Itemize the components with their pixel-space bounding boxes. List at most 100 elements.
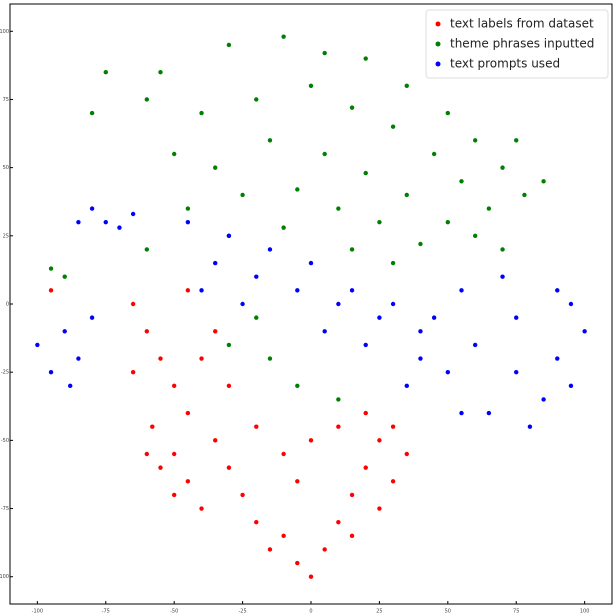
point [349,288,355,293]
point [103,219,108,225]
y-tick-label: 100 [0,29,9,35]
point [62,329,67,334]
point [363,170,368,176]
point [240,492,245,498]
point [349,492,355,498]
point [377,506,382,511]
point [185,479,191,484]
point [418,329,423,334]
point [418,241,423,247]
point [568,301,574,307]
point [254,97,259,102]
point [213,329,218,334]
point [322,50,327,56]
point [404,83,409,89]
point [213,438,218,443]
legend-label: text labels from dataset [450,17,594,31]
point [514,369,519,375]
point [199,288,204,293]
point [527,424,533,429]
point [226,383,232,389]
point [76,356,81,361]
point [281,34,286,39]
point [130,369,136,375]
point [158,356,163,361]
point [377,219,382,225]
point [390,124,396,129]
point [185,288,191,293]
point [459,179,464,184]
point [363,410,368,416]
point [363,342,368,348]
point [144,247,150,252]
point [240,192,245,198]
point [171,151,177,157]
point [568,383,574,389]
point [390,424,396,429]
point [281,451,286,457]
legend-marker [435,21,441,27]
point [500,274,505,279]
point [199,110,204,116]
point [144,329,150,334]
point [363,56,368,61]
point [199,356,204,361]
point [267,547,273,552]
point [62,274,67,279]
point [541,397,546,402]
point [459,410,464,416]
point [171,451,177,457]
point [254,315,259,320]
point [349,247,355,252]
point [158,465,163,470]
y-tick-label: 25 [3,233,9,239]
point [48,266,54,271]
point [35,342,40,348]
point [555,356,560,361]
point [226,342,232,348]
point [486,410,492,416]
point [185,219,191,225]
point [281,533,286,539]
point [295,383,300,389]
point [158,69,163,75]
point [555,288,560,293]
x-tick-label: 25 [376,609,382,615]
point [445,110,451,116]
point [199,506,204,511]
point [295,187,300,192]
point [349,105,355,110]
point [377,315,382,320]
point [150,424,155,429]
point [514,138,519,143]
point [76,219,81,225]
point [267,138,273,143]
point [130,211,136,217]
point [254,424,259,429]
point [514,315,519,320]
legend-marker [435,61,441,67]
point [404,192,409,198]
point [500,165,505,170]
point [267,247,273,252]
point [445,219,451,225]
point [48,288,54,293]
point [117,225,122,230]
point [431,151,437,157]
legend-box [425,9,609,79]
point [213,260,218,266]
point [185,410,191,416]
point [308,574,314,579]
point [418,356,423,361]
point [322,329,327,334]
y-tick-label: -25 [1,370,9,376]
point [431,315,437,320]
x-tick-label: 0 [309,609,312,615]
point [522,192,527,198]
y-tick-label: 50 [3,165,9,171]
point [226,233,232,239]
point [472,233,478,239]
point [336,424,341,429]
point [308,438,314,443]
